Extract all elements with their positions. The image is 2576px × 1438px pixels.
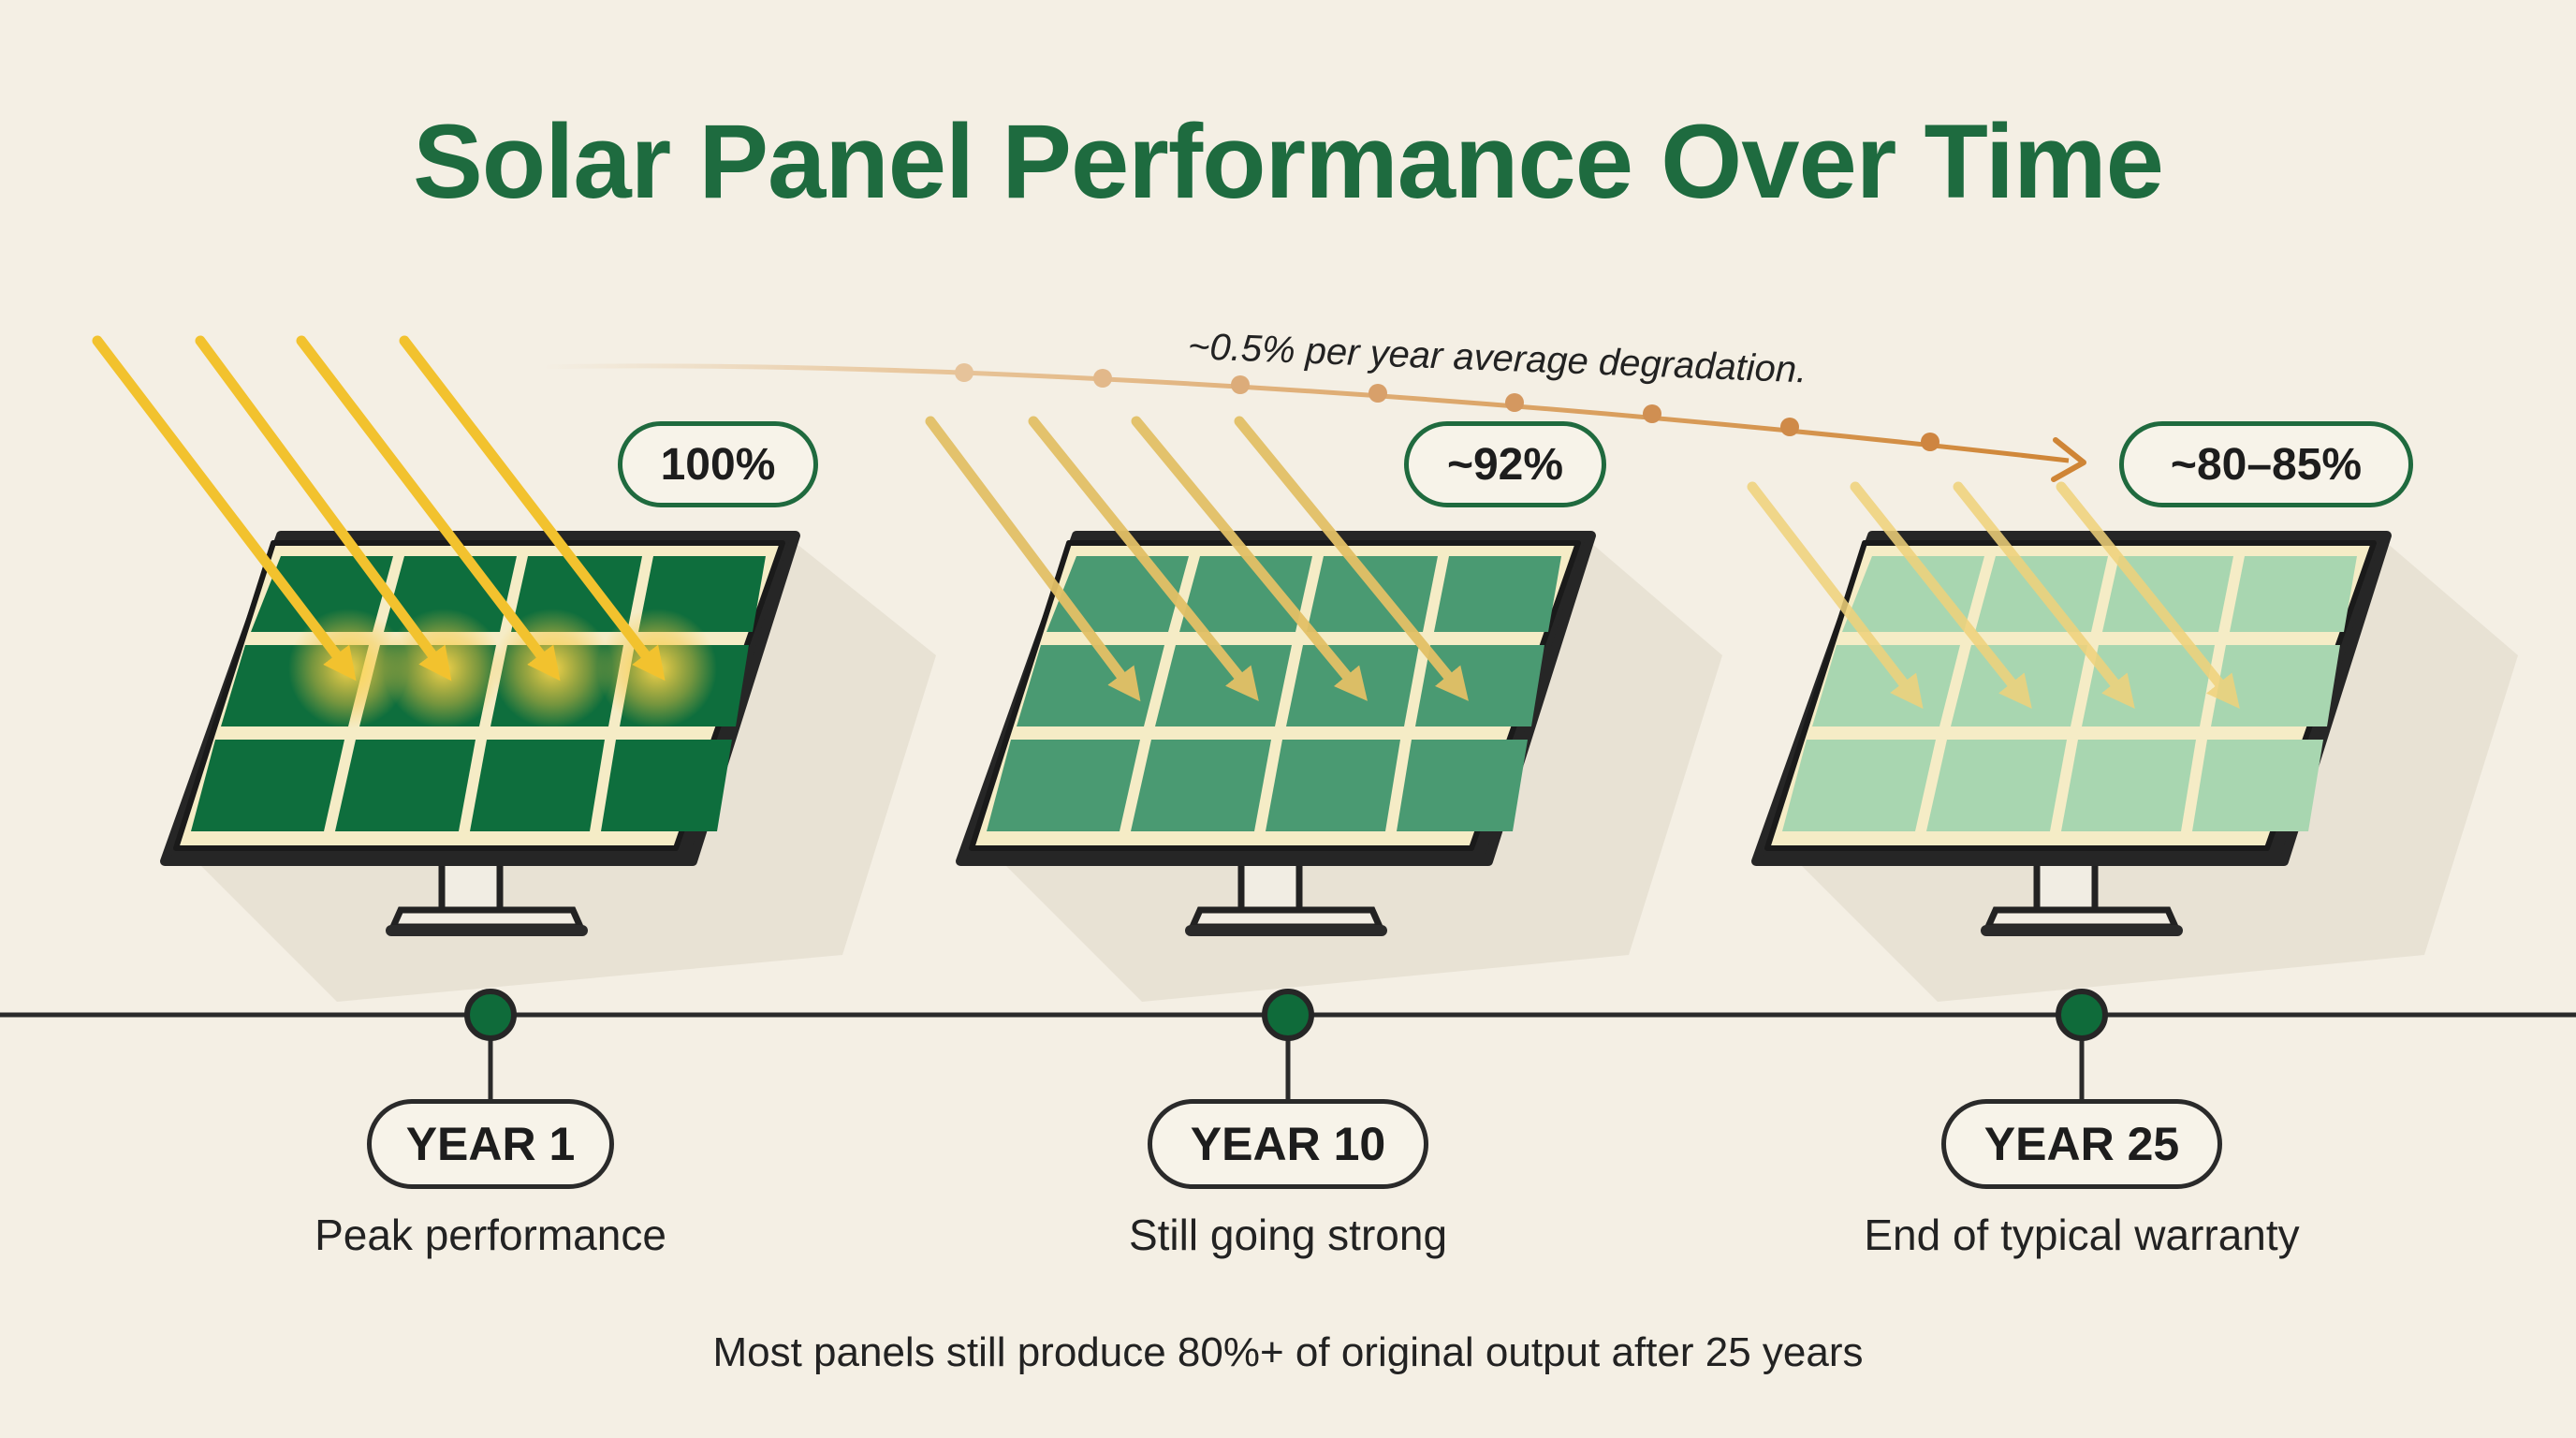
year-badge-25: YEAR 25 <box>1941 1099 2222 1189</box>
caption-year1: Peak performance <box>315 1211 666 1259</box>
timeline-dot-year1 <box>464 989 517 1041</box>
sun-rays-year10 <box>925 416 1469 702</box>
sun-rays-year25 <box>1747 481 2240 710</box>
trend-points <box>955 363 1939 451</box>
caption-year10: Still going strong <box>1128 1211 1448 1259</box>
degradation-trend <box>542 363 2086 482</box>
percent-badge-year10: ~92% <box>1404 421 1606 507</box>
caption-year25: End of typical warranty <box>1864 1211 2300 1259</box>
solar-panel-year25-icon <box>1747 481 2518 1002</box>
sun-rays-year1 <box>92 335 666 682</box>
footer-note: Most panels still produce 80%+ of origin… <box>712 1329 1864 1375</box>
timeline-dot-year25 <box>2056 989 2108 1041</box>
percent-badge-year25: ~80–85% <box>2119 421 2413 507</box>
page-title: Solar Panel Performance Over Time <box>413 103 2164 220</box>
timeline-dot-year10 <box>1262 989 1314 1041</box>
trend-arrowhead-icon <box>2051 437 2086 482</box>
percent-badge-year1: 100% <box>618 421 818 507</box>
timeline <box>0 989 2576 1101</box>
year-badge-1: YEAR 1 <box>367 1099 614 1189</box>
solar-panel-year1-icon <box>92 335 936 1002</box>
solar-panel-year10-icon <box>925 416 1722 1002</box>
year-badge-10: YEAR 10 <box>1148 1099 1428 1189</box>
